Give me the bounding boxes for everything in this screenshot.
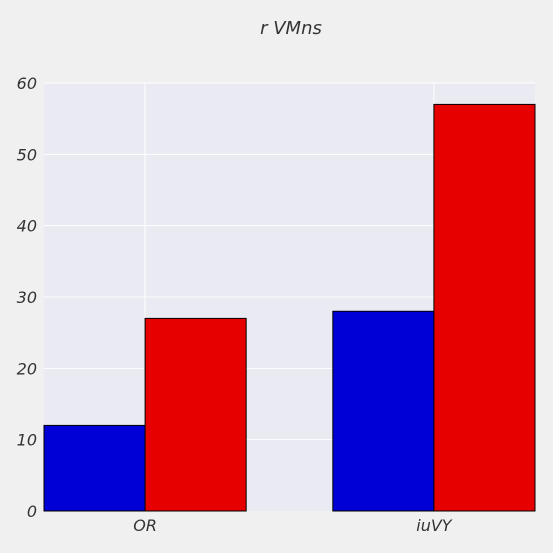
- bar-OR-series-1: [43, 424, 146, 512]
- bar-iuVY-series-2: [433, 103, 536, 512]
- bars: [43, 103, 536, 512]
- y-tick-label: 20: [17, 359, 37, 378]
- bar-iuVY-series-1: [332, 310, 435, 512]
- y-tick-label: 30: [17, 288, 37, 307]
- y-tick-label: 50: [17, 145, 37, 164]
- x-tick-label: iuVY: [416, 516, 453, 535]
- y-tick-label: 0: [27, 502, 37, 521]
- y-tick-label: 40: [17, 217, 37, 236]
- bar-OR-series-2: [144, 317, 247, 512]
- y-tick-label: 10: [17, 431, 37, 450]
- x-tick-label: OR: [133, 516, 157, 535]
- chart-title: r VMns: [260, 18, 322, 39]
- x-axis-ticks: OR iuVY: [133, 516, 453, 535]
- y-tick-label: 60: [17, 74, 37, 93]
- y-axis-ticks: 0 10 20 30 40 50 60: [17, 74, 37, 521]
